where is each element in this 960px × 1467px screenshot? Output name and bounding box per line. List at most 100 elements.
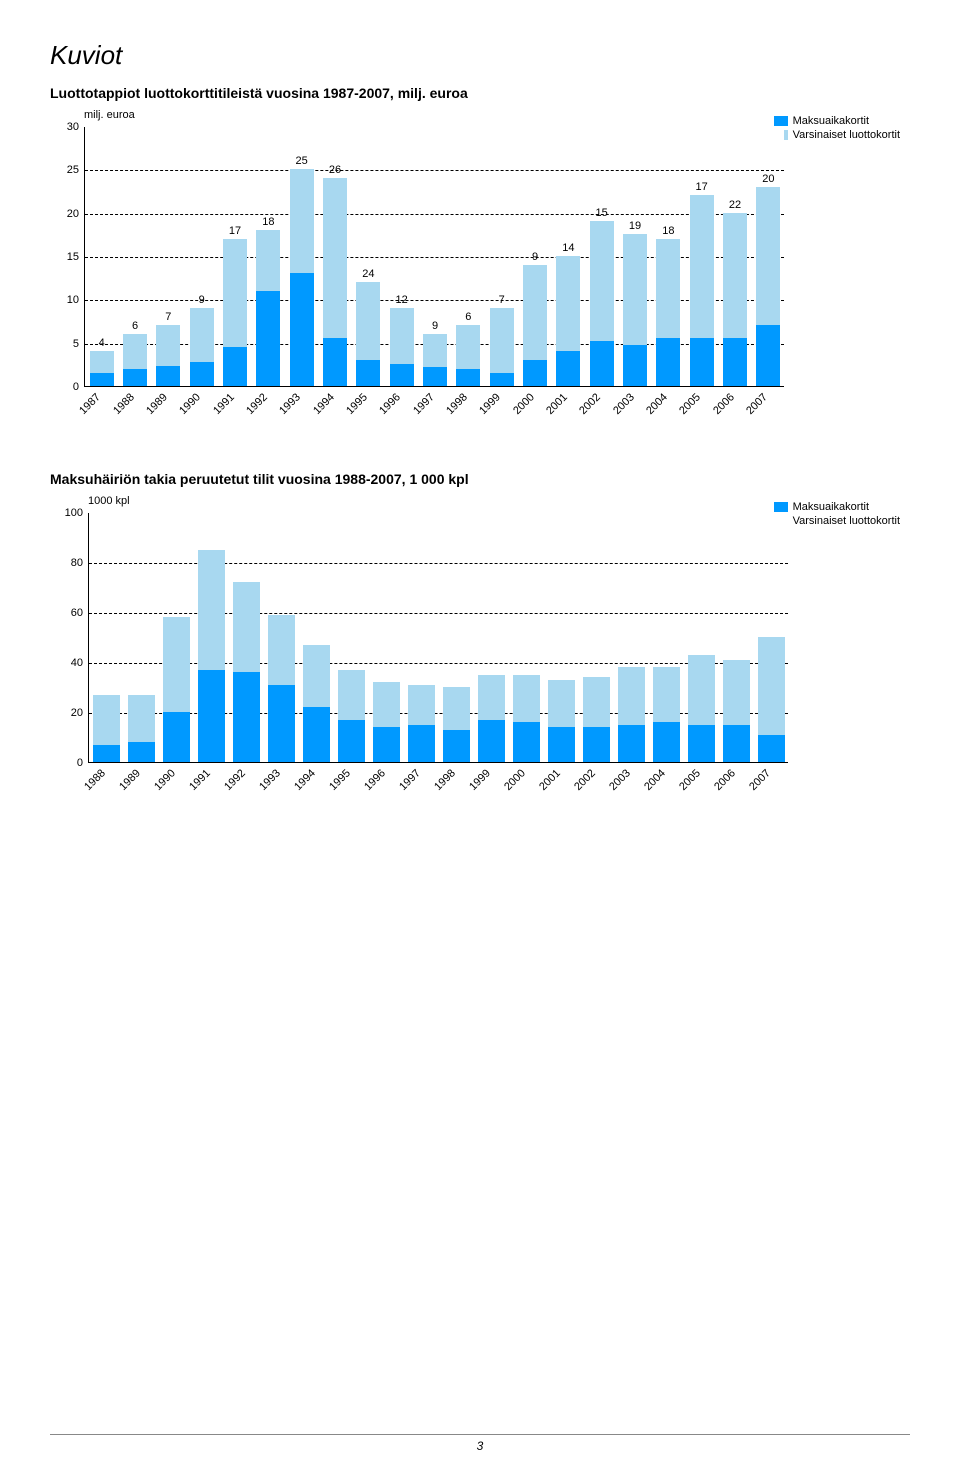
- bar-segment: [93, 745, 119, 763]
- bar-segment: [356, 282, 380, 360]
- chart1-y-tick: 5: [73, 338, 85, 350]
- bar-total-label: 6: [456, 311, 480, 323]
- legend-item: Maksuaikakortit: [774, 501, 900, 513]
- bar-segment: [653, 667, 679, 722]
- legend-label: Maksuaikakortit: [793, 115, 869, 127]
- bar-segment: [390, 364, 414, 386]
- bar-segment: [290, 273, 314, 386]
- x-tick-label: 2000: [502, 767, 528, 793]
- x-tick-label: 1993: [257, 767, 283, 793]
- bar-segment: [723, 338, 747, 386]
- chart1-y-tick: 20: [67, 208, 85, 220]
- x-tick-label: 2003: [611, 391, 637, 417]
- bar-segment: [523, 265, 547, 360]
- bar-segment: [123, 334, 147, 369]
- bar-segment: [198, 670, 224, 763]
- chart1-plot: 0510152025304679171825262412967914151918…: [84, 127, 784, 387]
- chart1-legend: Maksuaikakortit Varsinaiset luottokortit: [774, 115, 900, 143]
- bar-segment: [513, 722, 539, 762]
- bar-segment: [456, 325, 480, 368]
- x-tick-label: 2007: [747, 767, 773, 793]
- bar-total-label: 15: [590, 207, 614, 219]
- x-tick-label: 1992: [244, 391, 270, 417]
- legend-label: Maksuaikakortit: [793, 501, 869, 513]
- bar-total-label: 22: [723, 199, 747, 211]
- bar-segment: [523, 360, 547, 386]
- bar-segment: [423, 367, 447, 386]
- x-tick-label: 1991: [187, 767, 213, 793]
- legend-label: Varsinaiset luottokortit: [793, 515, 900, 527]
- bar-segment: [548, 680, 574, 728]
- x-tick-label: 1996: [362, 767, 388, 793]
- chart1: milj. euroaMaksuaikakortitVarsinaiset lu…: [50, 111, 910, 431]
- bar-segment: [190, 362, 214, 386]
- page-number: 3: [0, 1439, 960, 1453]
- bar-total-label: 25: [290, 155, 314, 167]
- bar-segment: [290, 169, 314, 273]
- x-tick-label: 1990: [152, 767, 178, 793]
- x-tick-label: 1987: [77, 391, 103, 417]
- x-tick-label: 2004: [642, 767, 668, 793]
- chart2-y-tick: 80: [71, 557, 89, 569]
- x-tick-label: 2006: [711, 391, 737, 417]
- bar-segment: [723, 725, 749, 763]
- bar-segment: [583, 727, 609, 762]
- bar-segment: [490, 373, 514, 386]
- chart2-title: Maksuhäiriön takia peruutetut tilit vuos…: [50, 471, 910, 487]
- bar-segment: [758, 637, 784, 735]
- bar-segment: [373, 727, 399, 762]
- bar-segment: [756, 325, 780, 386]
- x-tick-label: 2005: [677, 767, 703, 793]
- bar-segment: [163, 617, 189, 712]
- bar-segment: [223, 239, 247, 347]
- bar-segment: [233, 672, 259, 762]
- x-tick-label: 2001: [537, 767, 563, 793]
- footer-rule: [50, 1434, 910, 1435]
- x-tick-label: 1991: [211, 391, 237, 417]
- bar-segment: [156, 325, 180, 366]
- bar-total-label: 9: [523, 251, 547, 263]
- bar-segment: [548, 727, 574, 762]
- bar-segment: [443, 687, 469, 730]
- x-tick-label: 2003: [607, 767, 633, 793]
- bar-segment: [338, 720, 364, 763]
- legend-item: Varsinaiset luottokortit: [774, 129, 900, 141]
- chart2-legend: Maksuaikakortit Varsinaiset luottokortit: [774, 501, 900, 529]
- x-tick-label: 1988: [111, 391, 137, 417]
- legend-swatch: [774, 116, 788, 126]
- x-tick-label: 2005: [677, 391, 703, 417]
- bar-segment: [128, 695, 154, 743]
- bar-total-label: 18: [656, 225, 680, 237]
- bar-segment: [390, 308, 414, 364]
- bar-segment: [618, 667, 644, 725]
- x-tick-label: 1998: [444, 391, 470, 417]
- bar-segment: [723, 660, 749, 725]
- bar-segment: [90, 351, 114, 373]
- chart2-y-tick: 20: [71, 707, 89, 719]
- x-tick-label: 1989: [117, 767, 143, 793]
- bar-segment: [688, 655, 714, 725]
- bar-segment: [456, 369, 480, 386]
- bar-segment: [690, 195, 714, 338]
- bar-total-label: 18: [256, 216, 280, 228]
- x-tick-label: 1994: [292, 767, 318, 793]
- bar-segment: [690, 338, 714, 386]
- x-tick-label: 1995: [327, 767, 353, 793]
- bar-segment: [93, 695, 119, 745]
- bar-segment: [356, 360, 380, 386]
- x-tick-label: 1988: [82, 767, 108, 793]
- bar-segment: [268, 685, 294, 763]
- bar-segment: [323, 338, 347, 386]
- bar-total-label: 7: [490, 294, 514, 306]
- bar-total-label: 9: [190, 294, 214, 306]
- bar-segment: [758, 735, 784, 763]
- bar-segment: [756, 187, 780, 326]
- bar-segment: [556, 351, 580, 386]
- bar-segment: [423, 334, 447, 367]
- bar-segment: [123, 369, 147, 386]
- x-tick-label: 1999: [477, 391, 503, 417]
- bar-segment: [556, 256, 580, 351]
- chart2-y-unit-label: 1000 kpl: [88, 495, 130, 507]
- chart2: 1000 kpl Maksuaikakortit Varsinaiset luott…: [50, 497, 910, 807]
- chart2-plot: 020406080100: [88, 513, 788, 763]
